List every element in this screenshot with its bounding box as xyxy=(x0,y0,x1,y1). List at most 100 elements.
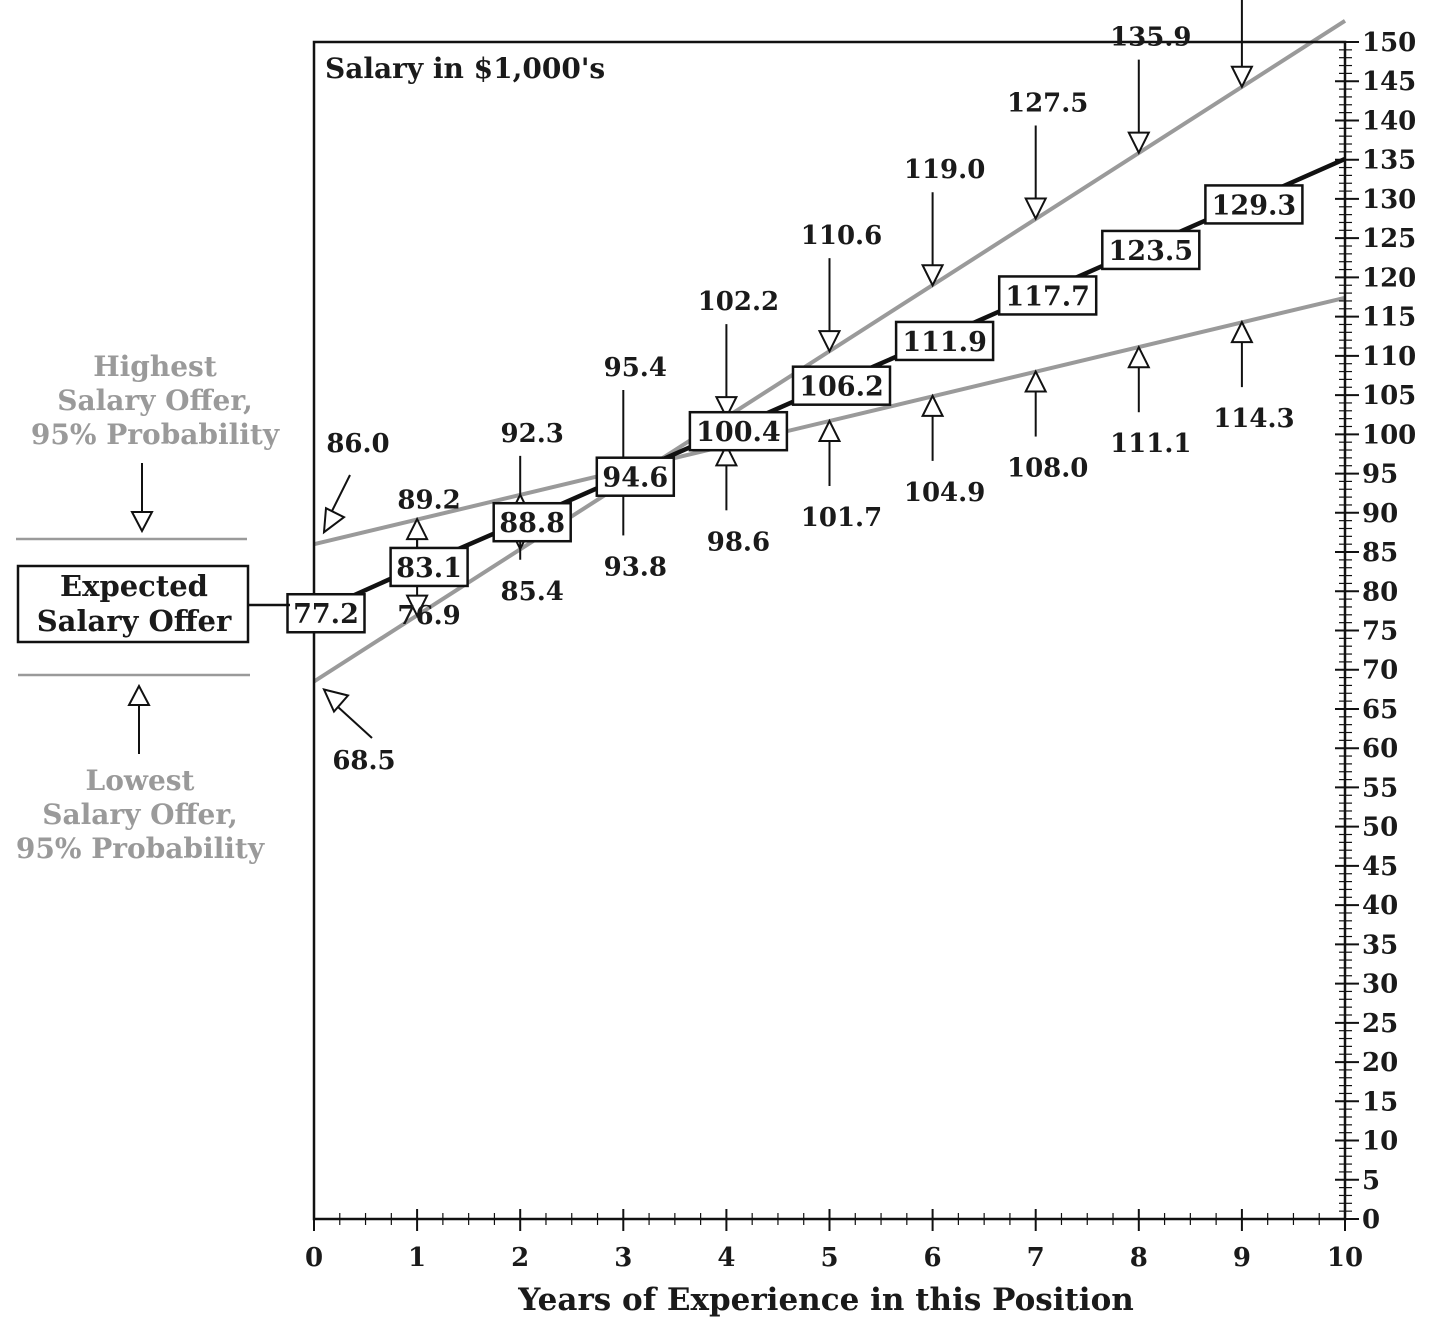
y-tick-label: 25 xyxy=(1362,1009,1398,1039)
upper-value-label: 89.2 xyxy=(397,486,460,516)
lower-arrow-head xyxy=(817,418,842,442)
y-tick-label: 145 xyxy=(1362,67,1416,97)
x-axis-label: Years of Experience in this Position xyxy=(517,1282,1134,1318)
lower-arrow-head xyxy=(405,516,429,541)
y-tick-label: 65 xyxy=(1362,695,1398,725)
legend-highest-text: Highest xyxy=(93,350,217,383)
y-tick-label: 115 xyxy=(1362,303,1416,333)
x-tick-label: 4 xyxy=(717,1243,735,1273)
legend-expected-box xyxy=(16,564,250,644)
upper-value-label: 127.5 xyxy=(1007,89,1088,119)
plot-frame xyxy=(312,40,1347,1221)
x-tick-label: 9 xyxy=(1233,1243,1251,1273)
y-tick-label: 15 xyxy=(1362,1087,1398,1117)
lower-arrow-head xyxy=(1127,344,1151,369)
lower-value-label: 108.0 xyxy=(1007,454,1088,484)
x-tick-label: 3 xyxy=(614,1243,632,1273)
upper-value-label: 95.4 xyxy=(604,353,667,383)
lower-value-label: 114.3 xyxy=(1213,404,1294,434)
upper-arrow-head xyxy=(1024,197,1048,221)
upper-arrow-head xyxy=(714,396,739,420)
lower-value-label: 104.9 xyxy=(904,478,985,508)
y-tick-label: 20 xyxy=(1362,1048,1398,1078)
lower-arrow-head xyxy=(714,443,739,467)
legend-highest-arrow-head xyxy=(130,511,154,534)
expected-value-box xyxy=(791,365,892,406)
y-tick-label: 50 xyxy=(1362,813,1398,843)
y-tick-label: 45 xyxy=(1362,852,1398,882)
plot-border xyxy=(312,40,1347,1221)
expected-value-box xyxy=(688,410,789,452)
y-tick-label: 0 xyxy=(1362,1205,1380,1235)
expected-value-box xyxy=(1204,184,1304,225)
expected-value-box xyxy=(894,320,995,362)
y-tick-label: 70 xyxy=(1362,656,1398,686)
x-tick-label: 0 xyxy=(305,1243,323,1273)
y-tick-label: 100 xyxy=(1362,420,1416,450)
x-tick-label: 10 xyxy=(1327,1243,1363,1273)
start-lower-arrow-shaft xyxy=(337,706,373,739)
upper-value-label: 119.0 xyxy=(904,155,985,185)
upper-arrow-head xyxy=(817,330,842,354)
expected-value-label: 123.5 xyxy=(1109,236,1194,267)
lower-value-label: 98.6 xyxy=(707,527,770,557)
expected-value-box xyxy=(286,592,366,634)
y-tick-label: 30 xyxy=(1362,970,1398,1000)
upper-value-label: 92.3 xyxy=(501,419,564,449)
lower-value-label: 76.9 xyxy=(397,601,460,631)
y-tick-label: 105 xyxy=(1362,381,1416,411)
annotations: 89.292.395.4102.2110.6119.0127.5135.9144… xyxy=(286,0,1304,776)
lower-value-label: 101.7 xyxy=(801,503,882,533)
legend-highest-text: Salary Offer, xyxy=(57,384,253,417)
y-tick-label: 55 xyxy=(1362,773,1398,803)
start-lower-value-label: 68.5 xyxy=(332,746,395,776)
y-tick-label: 90 xyxy=(1362,499,1398,529)
legend-lowest-arrow-head xyxy=(127,683,151,706)
y-tick-label: 125 xyxy=(1362,224,1416,254)
expected-value-label: 83.1 xyxy=(396,553,462,584)
expected-value-label: 100.4 xyxy=(696,417,781,448)
upper-arrow-head xyxy=(920,264,945,288)
y-tick-label: 135 xyxy=(1362,146,1416,176)
legend-highest-text: 95% Probability xyxy=(31,418,280,451)
expected-value-label: 117.7 xyxy=(1005,281,1090,312)
lower-arrow-head xyxy=(920,393,945,417)
expected-value-box xyxy=(492,501,572,543)
start-upper-value-label: 86.0 xyxy=(326,429,389,459)
y-tick-label: 35 xyxy=(1362,930,1398,960)
lower-value-label: 85.4 xyxy=(501,577,564,607)
y-tick-label: 75 xyxy=(1362,617,1398,647)
expected-value-box xyxy=(595,456,676,497)
y-tick-label: 85 xyxy=(1362,538,1398,568)
y-tick-label: 80 xyxy=(1362,577,1398,607)
upper-arrow-head xyxy=(1230,65,1254,89)
upper-value-label: 135.9 xyxy=(1110,23,1191,53)
chart-title: Salary in $1,000's xyxy=(325,52,605,85)
upper-arrow-head xyxy=(405,594,429,618)
x-tick-label: 8 xyxy=(1130,1243,1148,1273)
lower-arrow-head xyxy=(1230,319,1254,344)
upper-arrow-head xyxy=(1127,131,1151,155)
expected-value-label: 129.3 xyxy=(1212,190,1297,221)
y-tick-label: 95 xyxy=(1362,460,1398,490)
start-lower-arrow-head xyxy=(322,688,350,714)
y-tick-label: 150 xyxy=(1362,28,1416,58)
legend-expected-text: Expected xyxy=(60,569,208,603)
legend-expected-text: Salary Offer xyxy=(37,604,232,638)
expected-value-box xyxy=(997,275,1098,316)
y-tick-label: 120 xyxy=(1362,263,1416,293)
x-tick-label: 2 xyxy=(511,1243,529,1273)
expected-value-label: 106.2 xyxy=(799,372,884,403)
y-tick-label: 60 xyxy=(1362,734,1398,764)
axes: 0510152025303540455055606570758085909510… xyxy=(305,28,1416,1273)
x-tick-label: 5 xyxy=(820,1243,838,1273)
expected-value-label: 88.8 xyxy=(499,508,565,539)
expected-value-label: 77.2 xyxy=(293,599,359,630)
y-tick-label: 10 xyxy=(1362,1127,1398,1157)
lower-arrow-head xyxy=(1024,369,1048,393)
expected-value-label: 111.9 xyxy=(902,327,987,358)
lower-value-label: 111.1 xyxy=(1110,429,1191,459)
expected-value-box xyxy=(389,546,469,588)
